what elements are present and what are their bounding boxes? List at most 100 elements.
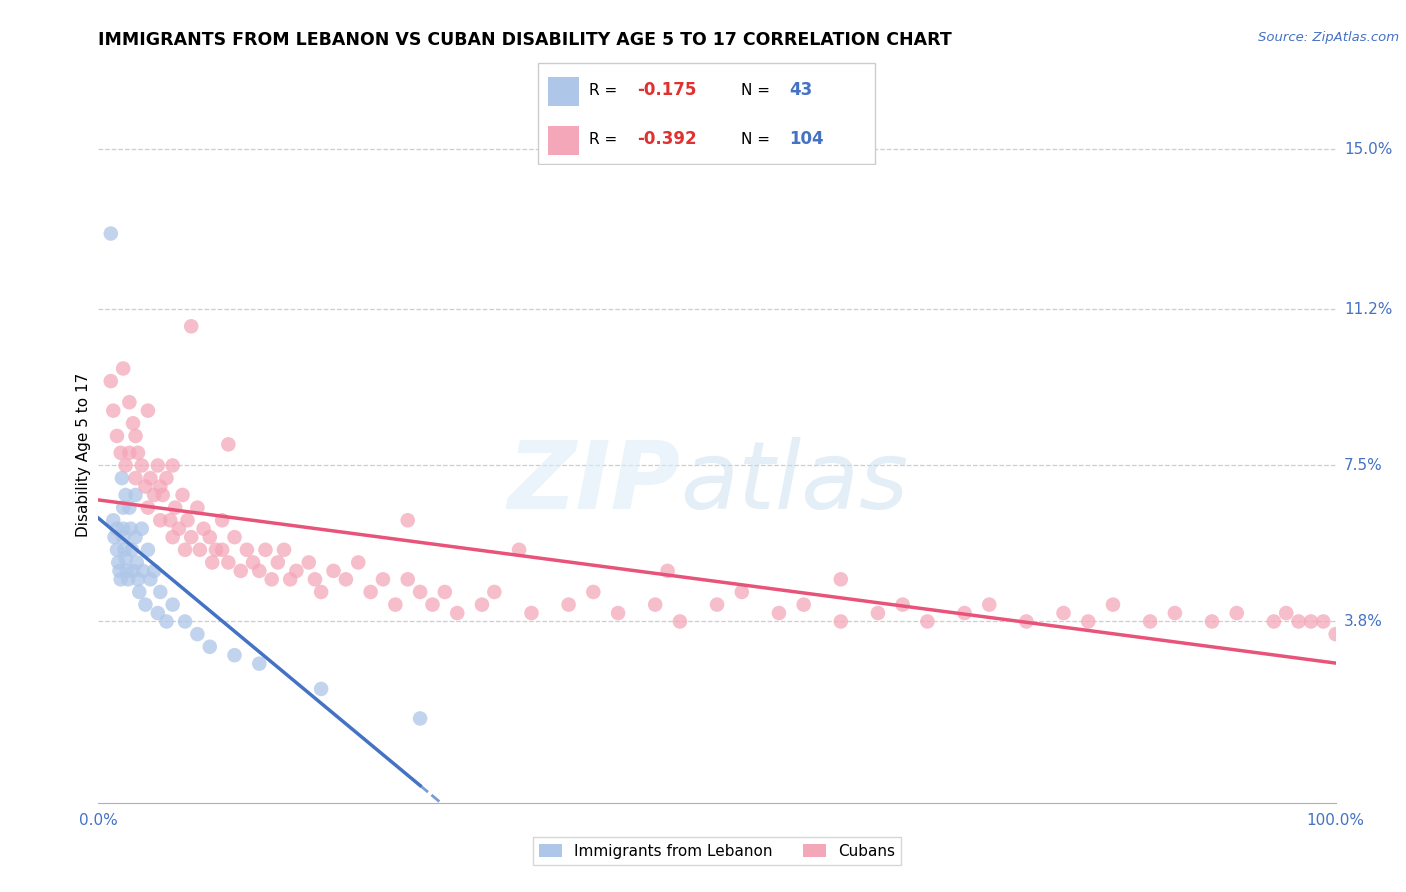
Point (186, 627, 208, 641)
Point (143, 564, 166, 578)
Point (118, 395, 141, 409)
Point (100, 227, 122, 241)
Point (953, 606, 976, 620)
Point (304, 572, 326, 586)
Point (1288, 615, 1310, 629)
Point (103, 403, 125, 417)
Point (186, 500, 208, 515)
Point (520, 606, 543, 620)
Point (644, 598, 666, 612)
Point (120, 522, 142, 536)
Point (371, 572, 394, 586)
Point (1226, 606, 1249, 620)
Point (134, 479, 156, 493)
Point (409, 585, 432, 599)
Point (136, 403, 159, 417)
Point (152, 488, 174, 502)
FancyBboxPatch shape (548, 77, 579, 105)
Point (114, 458, 136, 473)
Point (100, 374, 122, 388)
Text: Source: ZipAtlas.com: Source: ZipAtlas.com (1258, 31, 1399, 45)
Text: R =: R = (589, 132, 623, 147)
Point (127, 446, 149, 460)
Point (347, 556, 370, 570)
Point (830, 572, 852, 586)
Point (139, 471, 162, 485)
Point (131, 458, 153, 473)
Point (793, 598, 815, 612)
Point (866, 606, 889, 620)
Point (224, 648, 246, 663)
Point (201, 556, 224, 570)
Point (484, 585, 506, 599)
Point (110, 572, 132, 586)
Point (229, 564, 252, 578)
FancyBboxPatch shape (548, 126, 579, 155)
Point (224, 530, 246, 544)
Point (112, 522, 135, 536)
Point (1201, 615, 1223, 629)
Text: 43: 43 (789, 81, 813, 99)
Point (1312, 615, 1334, 629)
Point (131, 522, 153, 536)
Point (446, 606, 468, 620)
Point (188, 542, 211, 557)
Point (396, 513, 419, 527)
Point (1102, 598, 1125, 612)
Point (111, 471, 134, 485)
Point (103, 530, 125, 544)
Point (1077, 615, 1099, 629)
Point (706, 598, 728, 612)
Point (1324, 627, 1347, 641)
Legend: Immigrants from Lebanon, Cubans: Immigrants from Lebanon, Cubans (533, 838, 901, 864)
Point (335, 572, 357, 586)
Point (139, 572, 162, 586)
Point (260, 572, 283, 586)
Point (322, 564, 344, 578)
Point (198, 530, 221, 544)
Point (917, 615, 939, 629)
Point (118, 500, 141, 515)
Point (1299, 615, 1322, 629)
Point (132, 564, 155, 578)
Point (143, 488, 166, 502)
Point (198, 640, 221, 654)
Point (433, 585, 456, 599)
Text: IMMIGRANTS FROM LEBANON VS CUBAN DISABILITY AGE 5 TO 17 CORRELATION CHART: IMMIGRANTS FROM LEBANON VS CUBAN DISABIL… (98, 31, 952, 49)
Point (115, 564, 138, 578)
Point (1275, 606, 1298, 620)
Point (273, 542, 295, 557)
Point (205, 542, 228, 557)
Point (162, 458, 184, 473)
Point (146, 606, 169, 620)
Point (125, 556, 148, 570)
Point (309, 585, 332, 599)
Point (309, 681, 332, 696)
Point (193, 522, 215, 536)
Point (211, 513, 233, 527)
Point (112, 500, 135, 515)
Point (162, 530, 184, 544)
Point (155, 471, 177, 485)
Text: R =: R = (589, 83, 623, 97)
Point (384, 598, 406, 612)
Point (124, 429, 146, 443)
Point (149, 479, 172, 493)
Point (108, 564, 131, 578)
Point (134, 598, 156, 612)
Point (155, 615, 177, 629)
Point (657, 564, 679, 578)
Point (136, 500, 159, 515)
Point (242, 556, 264, 570)
Point (582, 585, 605, 599)
Point (830, 615, 852, 629)
Point (105, 542, 128, 557)
Point (112, 361, 135, 376)
Point (110, 446, 132, 460)
Point (557, 598, 579, 612)
Point (180, 319, 202, 334)
Point (360, 585, 382, 599)
Text: 7.5%: 7.5% (1344, 458, 1382, 473)
Text: ZIP: ZIP (508, 437, 681, 529)
Point (254, 542, 277, 557)
